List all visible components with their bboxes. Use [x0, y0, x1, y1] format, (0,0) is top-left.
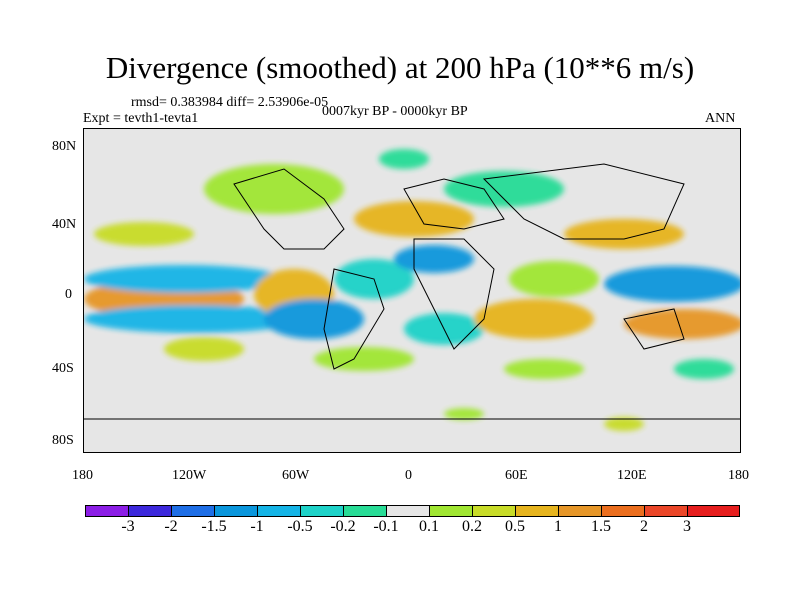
coastlines — [84, 163, 740, 420]
colorbar-box — [687, 505, 740, 517]
contour-blob — [504, 359, 584, 379]
colorbar-label: 1 — [554, 518, 562, 535]
colorbar-box — [515, 505, 559, 517]
lat-label: 40N — [52, 217, 77, 232]
contour-blob — [624, 309, 740, 339]
lon-label: 120E — [617, 468, 647, 483]
contour-blob — [474, 299, 594, 339]
colorbar-label: -0.1 — [373, 518, 399, 535]
colorbar-box — [429, 505, 473, 517]
experiment-label: Expt = tevth1-tevta1 — [83, 111, 199, 126]
colorbar-label: 3 — [683, 518, 691, 535]
contour-blob — [314, 347, 414, 371]
colorbar-box — [343, 505, 387, 517]
colorbar-box — [644, 505, 688, 517]
colorbar-label: -0.5 — [287, 518, 313, 535]
lat-label: 0 — [65, 287, 72, 302]
stats-text: rmsd= 0.383984 diff= 2.53906e-05 — [131, 95, 329, 110]
divergence-map — [84, 129, 740, 452]
colorbar-box — [85, 505, 129, 517]
colorbar-label: -2 — [164, 518, 178, 535]
contour-blob — [354, 201, 474, 237]
lon-label: 120W — [172, 468, 207, 483]
colorbar-box — [171, 505, 215, 517]
lat-label: 80N — [52, 139, 77, 154]
contour-blob — [444, 408, 484, 420]
colorbar-box — [300, 505, 344, 517]
contour-blob — [84, 305, 304, 333]
map-title: Divergence (smoothed) at 200 hPa (10**6 … — [105, 50, 695, 85]
colorbar-label: 0.5 — [505, 518, 525, 535]
lon-label: 180 — [728, 468, 749, 483]
colorbar-label: -0.2 — [330, 518, 356, 535]
contour-blob — [604, 266, 740, 302]
season-label: ANN — [705, 111, 736, 126]
colorbar-label: -3 — [121, 518, 135, 535]
colorbar-label: 1.5 — [591, 518, 611, 535]
colorbar-box — [386, 505, 430, 517]
contour-blob — [264, 299, 364, 339]
colorbar-label: -1.5 — [201, 518, 227, 535]
colorbar-label: 0.1 — [419, 518, 439, 535]
lon-label: 0 — [405, 468, 412, 483]
colorbar-box — [472, 505, 516, 517]
contour-blob — [509, 261, 599, 297]
colorbar-label: -1 — [250, 518, 264, 535]
contour-blob — [394, 245, 474, 273]
lon-label: 60W — [282, 468, 310, 483]
contour-blob — [204, 164, 344, 214]
contour-blob — [444, 171, 564, 207]
contour-blob — [564, 219, 684, 249]
colorbar-box — [558, 505, 602, 517]
colorbar-box — [257, 505, 301, 517]
map-plot-area — [83, 128, 741, 453]
contour-blob — [604, 417, 644, 431]
lat-label: 40S — [52, 361, 74, 376]
lat-label: 80S — [52, 433, 74, 448]
colorbar-box — [601, 505, 645, 517]
contour-blob — [84, 265, 284, 293]
lon-label: 60E — [505, 468, 528, 483]
contour-blob — [164, 337, 244, 361]
colorbar-box — [128, 505, 172, 517]
colorbar-label: 0.2 — [462, 518, 482, 535]
contour-blob — [379, 149, 429, 169]
lon-label: 180 — [72, 468, 93, 483]
contour-blob — [94, 222, 194, 246]
colorbar-label: 2 — [640, 518, 648, 535]
colorbar-box — [214, 505, 258, 517]
contour-blob — [674, 359, 734, 379]
period-label: 0007kyr BP - 0000kyr BP — [322, 104, 468, 119]
